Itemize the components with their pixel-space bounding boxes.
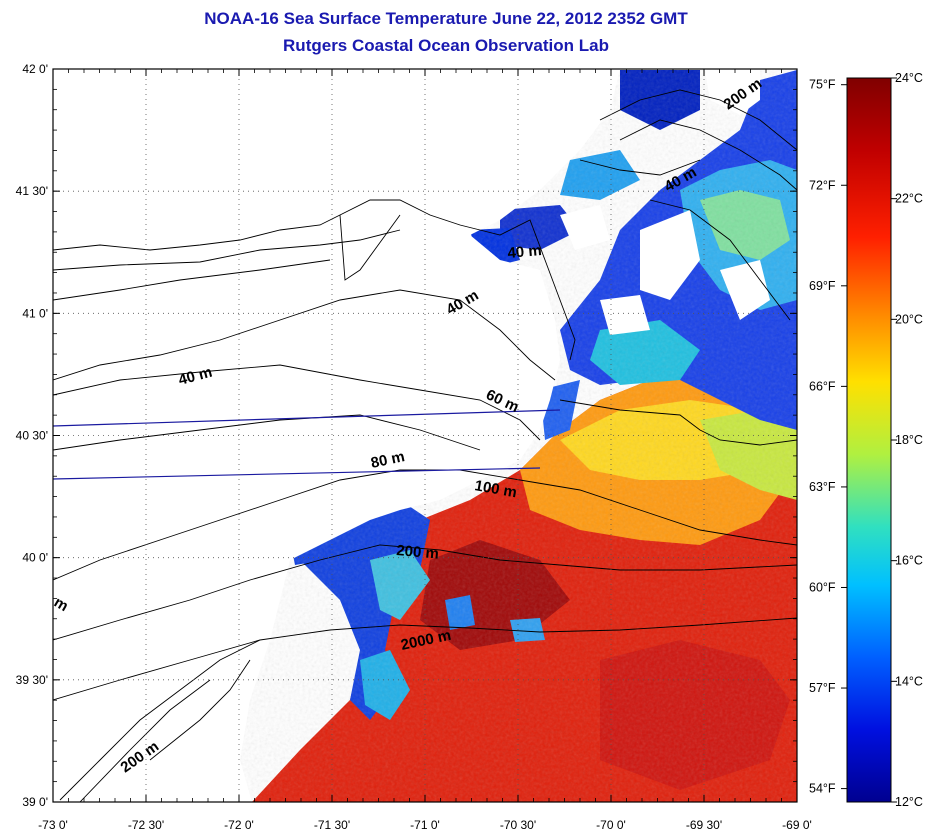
depth-label: 80 m <box>369 448 406 472</box>
celsius-label: 16°C <box>895 554 923 568</box>
land-mask <box>53 69 620 802</box>
celsius-label: 22°C <box>895 192 923 206</box>
lat-tick-label: 39 30' <box>16 673 48 687</box>
fahrenheit-label: 72°F <box>809 178 836 192</box>
lon-tick-label: -73 0' <box>38 818 68 832</box>
map-title: NOAA-16 Sea Surface Temperature June 22,… <box>204 9 688 28</box>
lon-tick-label: -71 30' <box>314 818 350 832</box>
fahrenheit-label: 69°F <box>809 279 836 293</box>
fahrenheit-label: 66°F <box>809 379 836 393</box>
lat-tick-label: 41 0' <box>22 306 48 320</box>
celsius-label: 14°C <box>895 674 923 688</box>
celsius-label: 20°C <box>895 312 923 326</box>
lon-tick-label: -72 30' <box>128 818 164 832</box>
map-axes: -73 0' -72 30' -72 0' -71 30' -71 0' -70 30' -… <box>16 62 812 832</box>
lat-tick-label: 39 0' <box>22 795 48 809</box>
fahrenheit-label: 60°F <box>809 580 836 594</box>
lon-tick-label: -72 0' <box>224 818 254 832</box>
map-subtitle: Rutgers Coastal Ocean Observation Lab <box>283 36 609 55</box>
lat-tick-label: 41 30' <box>16 184 48 198</box>
lon-tick-label: -70 30' <box>500 818 536 832</box>
fahrenheit-label: 54°F <box>809 782 836 796</box>
fahrenheit-label: 75°F <box>809 78 836 92</box>
celsius-label: 24°C <box>895 71 923 85</box>
map-grid <box>53 69 797 802</box>
celsius-label: 12°C <box>895 795 923 809</box>
lat-tick-label: 40 30' <box>16 429 48 443</box>
colorbar <box>846 77 892 803</box>
fahrenheit-label: 57°F <box>809 681 836 695</box>
lon-tick-label: -71 0' <box>410 818 440 832</box>
lon-tick-label: -69 0' <box>782 818 812 832</box>
lon-tick-label: -70 0' <box>596 818 626 832</box>
lat-tick-label: 42 0' <box>22 62 48 76</box>
lon-tick-label: -69 30' <box>686 818 722 832</box>
lat-tick-label: 40 0' <box>22 551 48 565</box>
transect-lines <box>52 409 561 480</box>
colorbar-labels: 24°C 22°C 20°C 18°C 16°C 14°C 12°C 75°F 72°F 69°F… <box>809 71 923 809</box>
celsius-label: 18°C <box>895 433 923 447</box>
fahrenheit-label: 63°F <box>809 480 836 494</box>
depth-label: 40 m <box>507 242 543 262</box>
